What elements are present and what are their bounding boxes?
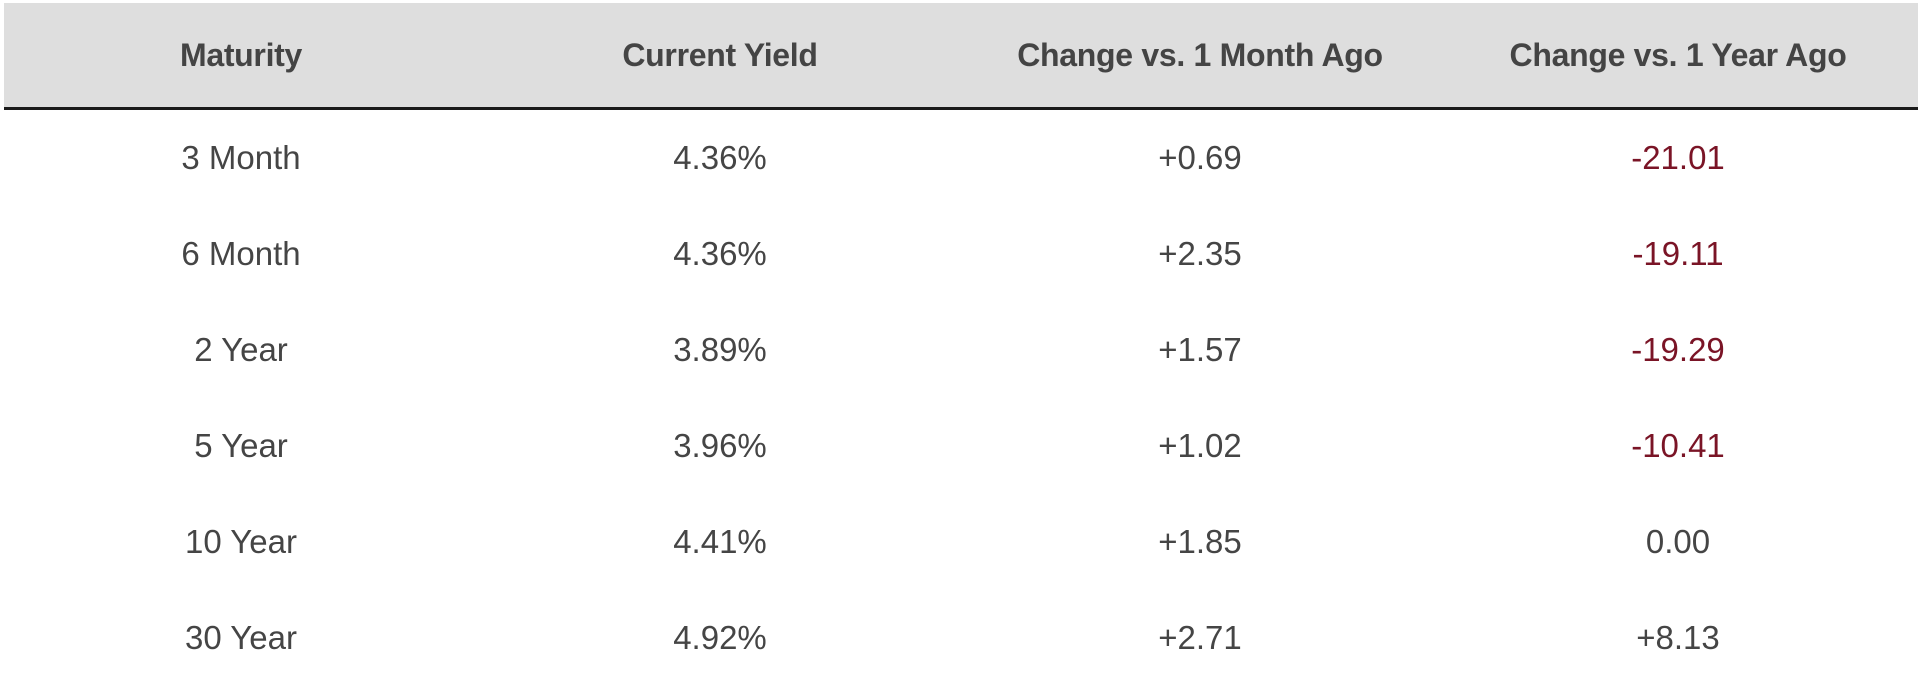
cell-current-yield: 3.89% [673, 331, 767, 368]
table-header: Maturity Current Yield Change vs. 1 Mont… [4, 3, 1918, 110]
cell-maturity: 10 Year [185, 523, 297, 560]
cell-current-yield: 4.92% [673, 619, 767, 656]
cell-change-1-year: +8.13 [1636, 619, 1720, 656]
cell-change-1-year: -19.11 [1632, 235, 1724, 272]
cell-change-1-month: +0.69 [1158, 139, 1242, 176]
cell-change-1-year: -19.29 [1631, 331, 1725, 368]
table-row: 6 Month 4.36% +2.35 -19.11 [4, 206, 1918, 302]
yield-table: Maturity Current Yield Change vs. 1 Mont… [4, 3, 1918, 686]
cell-maturity: 6 Month [181, 235, 301, 272]
header-maturity: Maturity [4, 3, 478, 110]
header-change-1-month: Change vs. 1 Month Ago [962, 3, 1438, 110]
cell-maturity: 3 Month [181, 139, 301, 176]
cell-change-1-year: -21.01 [1631, 139, 1725, 176]
cell-change-1-month: +1.57 [1158, 331, 1242, 368]
cell-change-1-year: -10.41 [1631, 427, 1725, 464]
table-row: 5 Year 3.96% +1.02 -10.41 [4, 398, 1918, 494]
cell-current-yield: 4.36% [673, 235, 767, 272]
table-row: 2 Year 3.89% +1.57 -19.29 [4, 302, 1918, 398]
table-row: 3 Month 4.36% +0.69 -21.01 [4, 109, 1918, 207]
cell-change-1-year: 0.00 [1645, 523, 1711, 560]
header-row: Maturity Current Yield Change vs. 1 Mont… [4, 3, 1918, 110]
cell-maturity: 2 Year [194, 331, 288, 368]
yield-table-container: Maturity Current Yield Change vs. 1 Mont… [4, 3, 1918, 686]
cell-change-1-month: +1.85 [1158, 523, 1242, 560]
cell-maturity: 5 Year [194, 427, 288, 464]
table-row: 10 Year 4.41% +1.85 0.00 [4, 494, 1918, 590]
cell-change-1-month: +1.02 [1158, 427, 1242, 464]
cell-change-1-month: +2.71 [1158, 619, 1242, 656]
table-body: 3 Month 4.36% +0.69 -21.01 6 Month 4.36%… [4, 109, 1918, 687]
cell-maturity: 30 Year [185, 619, 297, 656]
table-row: 30 Year 4.92% +2.71 +8.13 [4, 590, 1918, 686]
cell-current-yield: 4.36% [673, 139, 767, 176]
cell-change-1-month: +2.35 [1158, 235, 1242, 272]
header-current-yield: Current Yield [478, 3, 962, 110]
cell-current-yield: 3.96% [673, 427, 767, 464]
header-change-1-year: Change vs. 1 Year Ago [1438, 3, 1918, 110]
cell-current-yield: 4.41% [673, 523, 767, 560]
